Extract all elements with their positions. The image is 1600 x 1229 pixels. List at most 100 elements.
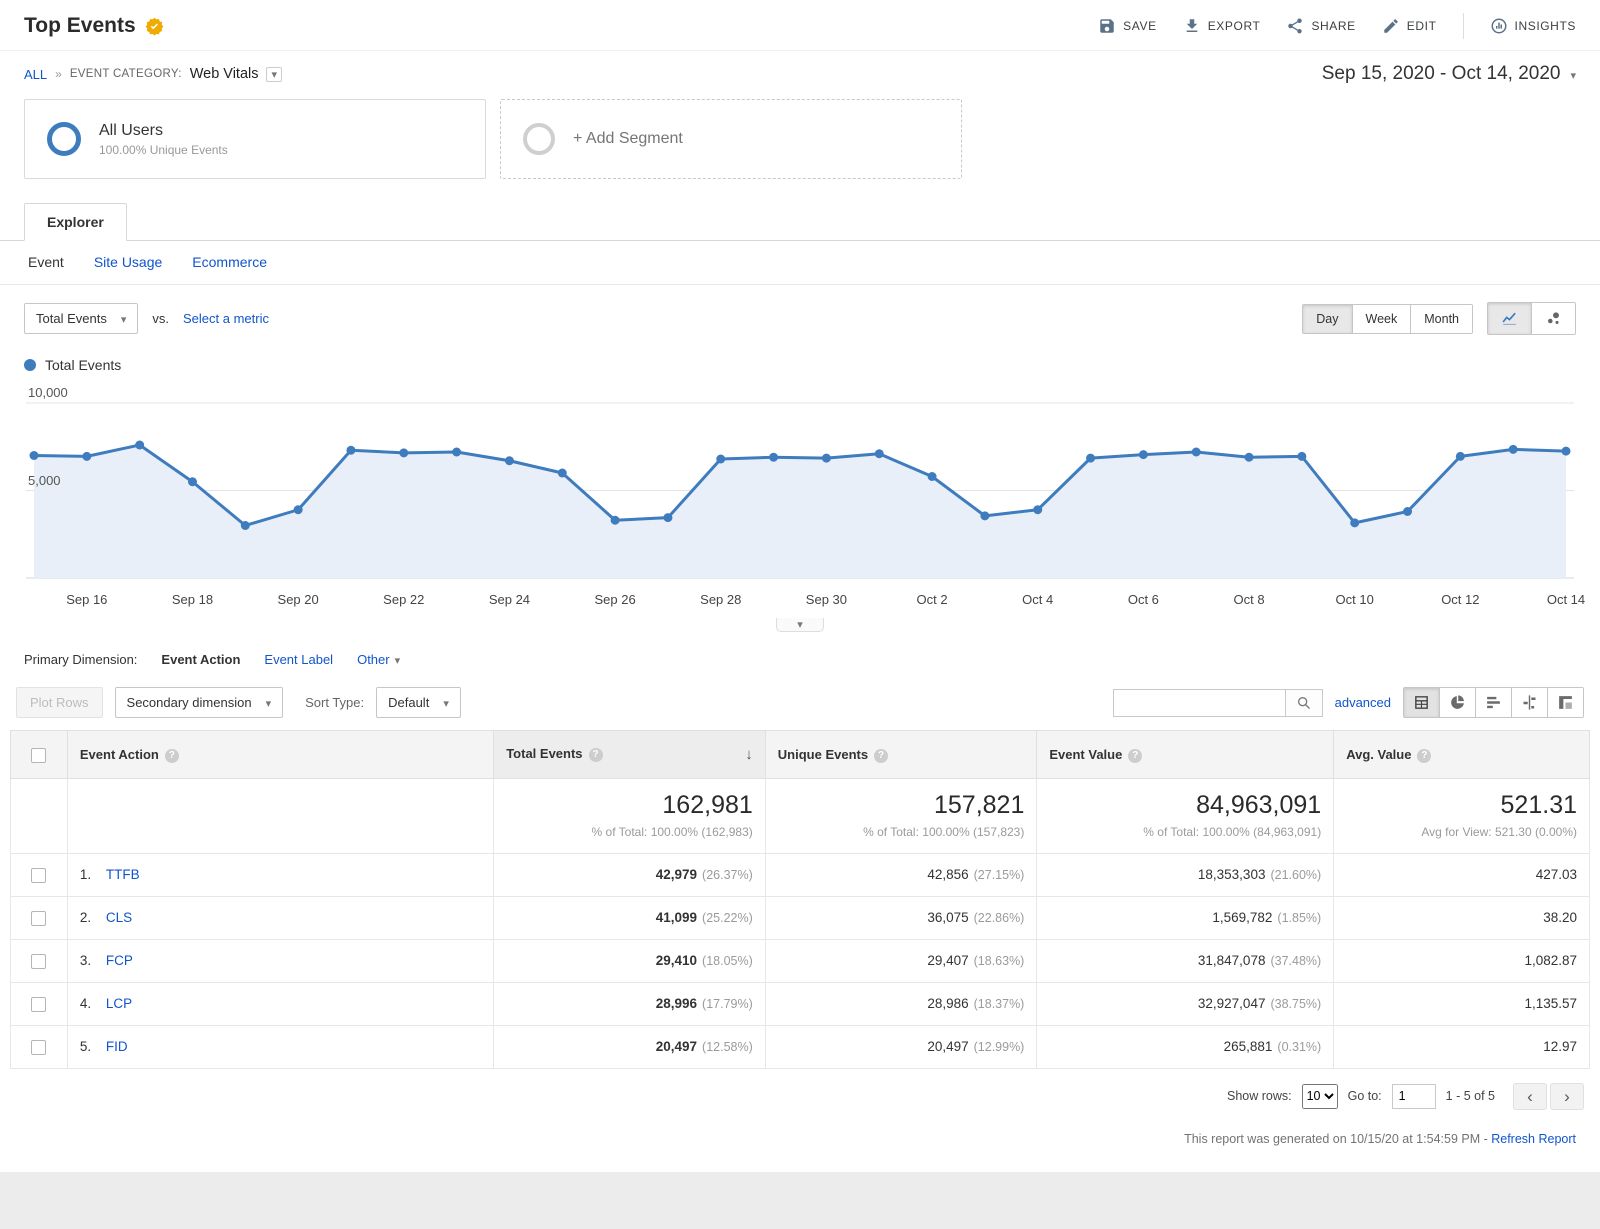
row-checkbox[interactable] — [31, 867, 47, 883]
advanced-link[interactable]: advanced — [1334, 695, 1391, 710]
chart-collapse-button[interactable] — [776, 616, 824, 632]
help-icon[interactable] — [588, 748, 603, 762]
sort-type-label: Sort Type: — [305, 695, 365, 710]
title-wrap: Top Events — [24, 14, 164, 38]
breadcrumb-all-link[interactable]: ALL — [24, 66, 48, 82]
row-event-value: 1,569,782 (1.85%) — [1036, 895, 1335, 940]
tab-explorer[interactable]: Explorer — [24, 203, 127, 241]
data-view-button[interactable] — [1404, 688, 1439, 717]
unique-events-value: 29,407 — [927, 953, 969, 969]
comparison-view-icon — [1523, 695, 1536, 710]
subtab-event[interactable]: Event — [28, 254, 64, 270]
row-checkbox[interactable] — [31, 996, 47, 1012]
analytics-report: Top Events SAVE EXPORT SHARE EDIT — [0, 0, 1600, 1172]
edit-button[interactable]: EDIT — [1382, 17, 1437, 35]
table-view-icon — [1415, 696, 1428, 709]
search-button[interactable] — [1284, 688, 1323, 717]
column-header-event-value[interactable]: Event Value — [1036, 730, 1335, 779]
motion-chart-type-button[interactable] — [1531, 303, 1575, 334]
select-all-checkbox[interactable] — [31, 747, 47, 763]
save-button[interactable]: SAVE — [1098, 17, 1157, 35]
metric-dropdown[interactable]: Total Events — [24, 303, 139, 334]
event-action-link[interactable]: FID — [105, 1039, 128, 1055]
table-row: 2. CLS 41,099 (25.22%) 36,075 (22.86%) 1,56… — [10, 895, 1590, 940]
help-icon[interactable] — [164, 748, 179, 763]
add-segment-button[interactable]: + Add Segment — [500, 99, 962, 179]
dimension-event-action[interactable]: Event Action — [161, 652, 241, 667]
table-row: 5. FID 20,497 (12.58%) 20,497 (12.99%) 265,… — [10, 1024, 1590, 1069]
column-header-total-events[interactable]: Total Events — [493, 730, 766, 779]
dimension-event-label[interactable]: Event Label — [264, 652, 334, 667]
row-total-events: 28,996 (17.79%) — [493, 981, 766, 1026]
select-metric-link[interactable]: Select a metric — [182, 311, 269, 326]
legend-dot-icon — [24, 359, 36, 371]
subtab-ecommerce[interactable]: Ecommerce — [192, 254, 267, 270]
y-axis-tick-label: 5,000 — [28, 472, 61, 488]
sort-type-dropdown[interactable]: Default — [376, 687, 461, 718]
table-row: 4. LCP 28,996 (17.79%) 28,986 (18.37%) 32,9… — [10, 981, 1590, 1026]
summary-unique-events-value: 157,821 — [933, 791, 1025, 819]
metric-bar: Total Events vs. Select a metric Day Wee… — [0, 285, 1600, 337]
secondary-dimension-dropdown[interactable]: Secondary dimension — [114, 687, 284, 718]
granularity-month-button[interactable]: Month — [1410, 304, 1472, 333]
comparison-view-button[interactable] — [1511, 688, 1547, 717]
x-axis-tick-label: Oct 12 — [1441, 592, 1480, 607]
segment-all-users[interactable]: All Users 100.00% Unique Events — [24, 99, 486, 179]
help-icon[interactable] — [1417, 748, 1432, 763]
insights-button[interactable]: INSIGHTS — [1490, 17, 1576, 35]
vs-label: vs. — [152, 311, 169, 326]
row-avg-value: 1,135.57 — [1333, 981, 1590, 1026]
pivot-view-button[interactable] — [1547, 688, 1583, 717]
subtab-site-usage[interactable]: Site Usage — [93, 254, 163, 270]
unique-events-value: 20,497 — [927, 1039, 969, 1055]
row-checkbox-cell — [10, 853, 68, 897]
secondary-dimension-caret-icon — [266, 695, 272, 710]
insights-icon — [1491, 18, 1507, 34]
date-range-selector[interactable]: Sep 15, 2020 - Oct 14, 2020 — [1322, 63, 1576, 85]
plot-rows-button[interactable]: Plot Rows — [16, 687, 103, 718]
dimension-other[interactable]: Other — [357, 652, 400, 667]
search-input[interactable] — [1112, 688, 1285, 717]
line-chart-type-button[interactable] — [1488, 303, 1531, 334]
event-action-link[interactable]: FCP — [105, 953, 133, 969]
row-avg-value: 1,082.87 — [1333, 938, 1590, 983]
help-icon[interactable] — [1128, 748, 1143, 763]
row-checkbox[interactable] — [31, 910, 47, 926]
total-events-pct: (12.58%) — [702, 1040, 753, 1055]
row-checkbox[interactable] — [31, 1039, 47, 1055]
show-rows-select[interactable]: 10 — [1301, 1083, 1338, 1109]
date-range-text: Sep 15, 2020 - Oct 14, 2020 — [1321, 63, 1561, 84]
row-unique-events: 36,075 (22.86%) — [764, 895, 1038, 940]
segments-row: All Users 100.00% Unique Events + Add Se… — [0, 91, 1600, 197]
event-action-link[interactable]: TTFB — [105, 867, 140, 883]
percentage-view-button[interactable] — [1439, 688, 1475, 717]
event-action-link[interactable]: LCP — [105, 996, 133, 1012]
events-table: Event Action Total Events Unique Events … — [10, 730, 1590, 1069]
column-header-event-action[interactable]: Event Action — [66, 730, 495, 779]
event-action-link[interactable]: CLS — [105, 910, 133, 926]
goto-label: Go to: — [1347, 1089, 1382, 1104]
share-button[interactable]: SHARE — [1286, 17, 1355, 35]
row-checkbox[interactable] — [31, 953, 47, 969]
export-button[interactable]: EXPORT — [1183, 17, 1261, 35]
performance-view-button[interactable] — [1475, 688, 1511, 717]
column-header-avg-value[interactable]: Avg. Value — [1333, 730, 1590, 779]
row-rank: 4. — [79, 996, 92, 1012]
toolbar-divider — [1462, 13, 1464, 39]
next-page-button[interactable] — [1550, 1082, 1584, 1110]
column-header-unique-events[interactable]: Unique Events — [764, 730, 1038, 779]
event-category-dropdown-button[interactable] — [266, 66, 283, 82]
refresh-report-link[interactable]: Refresh Report — [1491, 1131, 1576, 1146]
granularity-day-button[interactable]: Day — [1303, 304, 1352, 333]
granularity-group: Day Week Month — [1302, 303, 1473, 334]
export-label: EXPORT — [1207, 19, 1261, 33]
previous-page-button[interactable] — [1513, 1082, 1547, 1110]
row-unique-events: 29,407 (18.63%) — [764, 938, 1038, 983]
chart-area[interactable]: 5,000 10,000 — [26, 383, 1574, 583]
save-icon — [1100, 19, 1114, 33]
sort-descending-icon[interactable] — [745, 746, 753, 763]
goto-page-input[interactable] — [1391, 1083, 1436, 1109]
unique-events-value: 28,986 — [927, 996, 969, 1012]
help-icon[interactable] — [874, 748, 889, 763]
granularity-week-button[interactable]: Week — [1351, 304, 1411, 333]
